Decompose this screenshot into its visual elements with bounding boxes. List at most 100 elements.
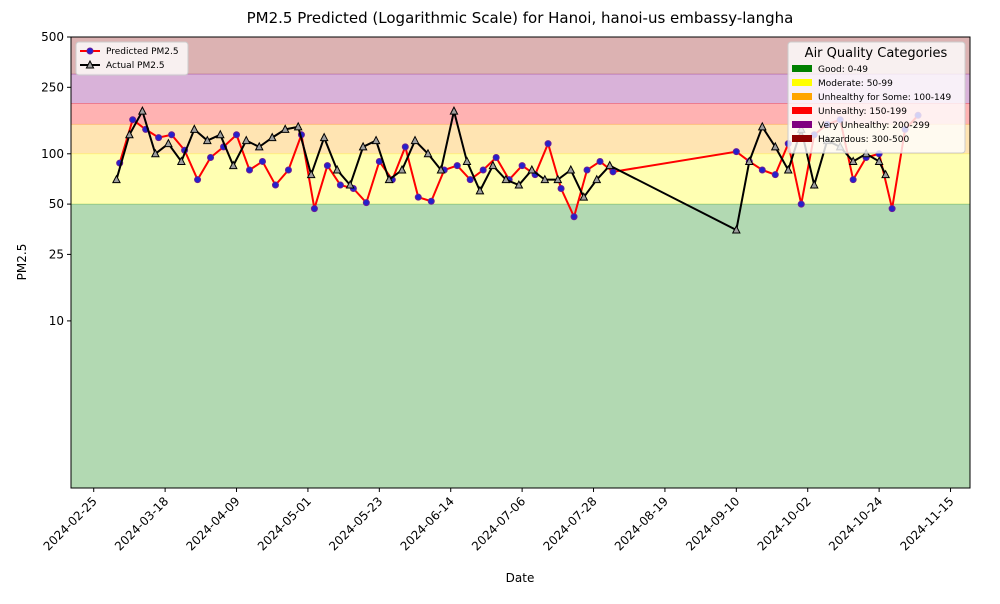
point <box>306 169 316 179</box>
point <box>137 106 147 115</box>
series-legend: Predicted PM2.5 Actual PM2.5 <box>75 41 189 76</box>
legend-label: Unhealthy for Some: 100-149 <box>818 93 951 103</box>
point <box>397 164 407 174</box>
point <box>566 164 576 174</box>
point <box>540 174 550 184</box>
legend-label: Good: 0-49 <box>818 65 868 75</box>
point <box>189 124 199 133</box>
point <box>267 132 277 142</box>
legend-marker <box>85 59 95 69</box>
point <box>254 141 264 151</box>
point <box>849 176 857 184</box>
point <box>449 106 459 115</box>
legend-title: Air Quality Categories <box>805 46 948 61</box>
y-tick-label: 25 <box>49 247 64 261</box>
y-tick-label: 100 <box>41 147 64 161</box>
point <box>129 116 137 124</box>
point <box>797 200 805 208</box>
point <box>323 162 331 170</box>
point <box>271 181 279 189</box>
point <box>544 140 552 148</box>
point <box>553 174 563 184</box>
point <box>570 213 578 221</box>
x-tick-label: 2024-10-02 <box>755 494 814 553</box>
point <box>241 135 251 145</box>
legend-label: Moderate: 50-99 <box>818 79 893 89</box>
point <box>514 179 524 189</box>
point <box>384 174 394 184</box>
y-tick-label: 500 <box>41 30 64 44</box>
series-line <box>115 108 887 232</box>
point <box>501 174 511 184</box>
y-tick-label: 250 <box>41 80 64 94</box>
point <box>332 164 342 174</box>
point <box>124 129 134 139</box>
point <box>583 166 591 174</box>
x-tick-label: 2024-05-23 <box>326 494 385 553</box>
point <box>414 193 422 201</box>
point <box>246 166 254 174</box>
point <box>112 174 121 184</box>
chart-title: PM2.5 Predicted (Logarithmic Scale) for … <box>247 9 794 27</box>
legend-label: Predicted PM2.5 <box>106 47 179 57</box>
point <box>207 154 215 162</box>
point <box>280 124 290 133</box>
plot-frame <box>70 36 971 489</box>
legend-label: Hazardous: 300-500 <box>818 135 909 145</box>
x-tick-label: 2024-10-24 <box>826 494 885 553</box>
band <box>71 204 970 488</box>
legend-swatch <box>792 93 812 100</box>
point <box>809 179 819 189</box>
point <box>310 205 318 213</box>
legend-swatch <box>792 65 812 72</box>
point <box>336 181 344 189</box>
point <box>731 224 741 234</box>
point <box>518 162 526 170</box>
point <box>596 157 604 165</box>
point <box>228 160 238 170</box>
x-tick-label: 2024-06-14 <box>398 494 457 553</box>
point <box>371 135 381 145</box>
point <box>423 148 433 158</box>
x-tick-label: 2024-07-06 <box>469 494 528 553</box>
point <box>319 132 329 142</box>
point <box>293 121 303 131</box>
legend-swatch <box>792 135 812 142</box>
x-tick-label: 2024-09-10 <box>683 494 742 553</box>
point <box>410 135 420 145</box>
point <box>848 156 858 165</box>
legend-swatch <box>792 107 812 114</box>
point <box>758 166 766 174</box>
y-axis-label: PM2.5 <box>15 244 29 281</box>
point <box>168 131 176 139</box>
point <box>466 176 474 184</box>
point <box>215 129 225 139</box>
point <box>150 148 160 158</box>
point <box>492 154 500 162</box>
point <box>488 160 498 170</box>
x-tick-label: 2024-08-19 <box>612 494 671 553</box>
point <box>888 205 896 213</box>
point <box>579 192 589 201</box>
x-tick-label: 2024-07-28 <box>540 494 599 553</box>
point <box>345 179 355 189</box>
legend-box <box>787 41 966 154</box>
point <box>744 156 754 165</box>
x-tick-label: 2024-04-09 <box>183 494 242 553</box>
point <box>771 171 779 179</box>
legend-label: Unhealthy: 150-199 <box>818 107 907 117</box>
point <box>362 199 370 207</box>
y-tick-label: 10 <box>49 314 64 328</box>
point <box>732 148 740 156</box>
point <box>358 141 368 151</box>
point <box>202 135 212 145</box>
legend-box <box>75 41 189 76</box>
point <box>176 156 186 165</box>
legend-label: Actual PM2.5 <box>106 61 165 71</box>
point <box>479 166 487 174</box>
point <box>436 164 446 174</box>
x-tick-label: 2024-03-18 <box>112 494 171 553</box>
point <box>233 131 241 139</box>
x-axis-label: Date <box>506 571 535 585</box>
